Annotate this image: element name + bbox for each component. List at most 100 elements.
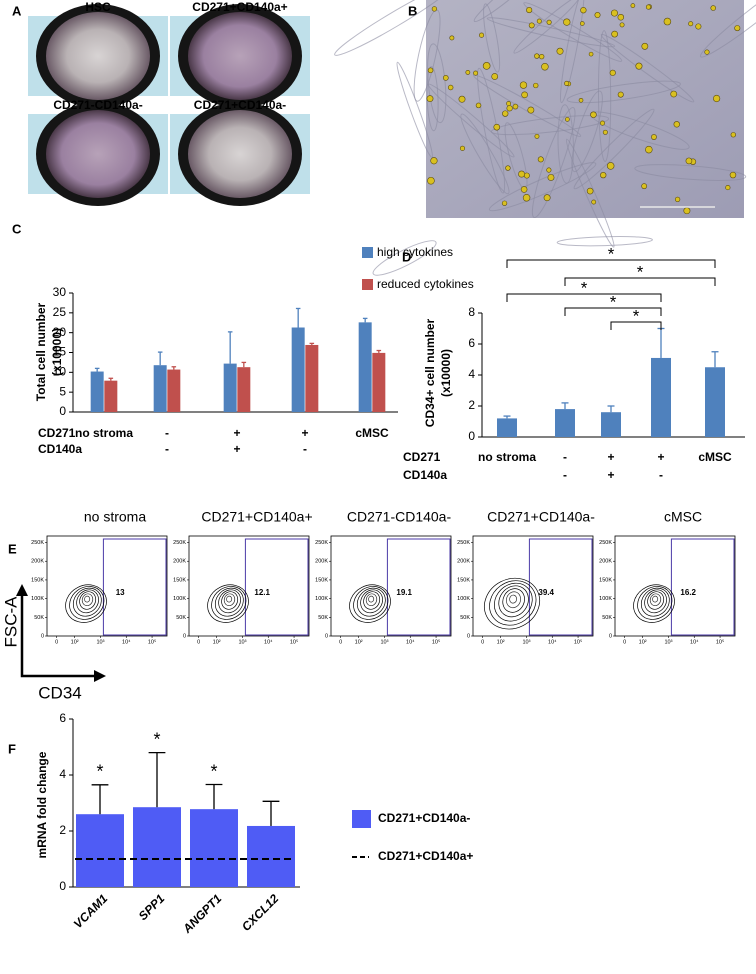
y-tick-label: 30: [53, 285, 67, 299]
cell-dot: [520, 186, 528, 193]
cell-body: [334, 0, 456, 56]
cell-dot: [651, 134, 657, 140]
y-tick-label: 200K: [173, 559, 186, 565]
y-axis-label: CD34+ cell number: [423, 318, 437, 427]
y-tick-label: 0: [325, 633, 328, 639]
row-label: CD140a: [403, 468, 447, 482]
x-tick-label: -: [563, 450, 567, 464]
contour: [81, 593, 94, 607]
y-axis-label: (x10000): [50, 328, 64, 376]
cell-body: [483, 3, 501, 73]
cell-dot: [501, 200, 508, 206]
x-tick-label: no stroma: [478, 450, 536, 464]
x-tick-label: 10⁵: [574, 638, 582, 645]
cell-dot: [617, 13, 625, 21]
gate-value: 16.2: [680, 588, 696, 597]
micrograph-well: [46, 110, 150, 198]
cell-dot: [519, 81, 528, 89]
micrograph-label: HSC: [85, 0, 111, 14]
panel-label: E: [8, 541, 17, 556]
cell-body: [600, 33, 695, 103]
x-tick-label: 10⁵: [290, 638, 298, 645]
cell-dot: [541, 63, 549, 71]
bar: [133, 807, 181, 887]
contour: [649, 593, 662, 607]
cell-dot: [528, 22, 535, 29]
cell-body: [488, 162, 597, 212]
y-tick-label: 200K: [599, 559, 612, 565]
y-tick-label: 250K: [173, 540, 186, 546]
x-tick-label: 10⁴: [122, 638, 131, 645]
legend-swatch: [352, 810, 371, 828]
cell-dot: [536, 18, 542, 24]
cell-body: [396, 61, 433, 158]
cell-body: [573, 108, 655, 190]
cell-dot: [431, 6, 438, 12]
y-axis-label: (x10000): [439, 349, 453, 397]
micrograph-well: [188, 12, 292, 100]
cell-dot: [526, 7, 533, 14]
y-tick-label: 50K: [34, 615, 44, 621]
gate-value: 12.1: [254, 588, 270, 597]
cell-body: [571, 90, 603, 173]
micrograph-label: CD271+CD140a-: [194, 98, 286, 112]
y-tick-label: 250K: [599, 540, 612, 546]
cell-dot: [447, 84, 454, 91]
cell-dot: [611, 30, 618, 38]
cell-dot: [734, 25, 741, 32]
contour: [484, 577, 540, 630]
x-tick-label: 0: [339, 639, 342, 645]
panel-label: D: [402, 249, 411, 264]
contour: [214, 587, 244, 617]
cell-dot: [695, 23, 702, 30]
y-tick-label: 250K: [315, 540, 328, 546]
axis-label: FSC-A: [1, 596, 20, 648]
significance-label: *: [210, 761, 217, 781]
x-tick-label: 10³: [380, 639, 388, 645]
cell-dot: [506, 105, 513, 112]
gate-value: 19.1: [396, 588, 412, 597]
contour: [633, 584, 675, 623]
cell-dot: [505, 165, 511, 171]
cell-dot: [729, 171, 737, 179]
plot-title: no stroma: [84, 509, 146, 525]
cell-dot: [543, 194, 551, 202]
cell-dot: [475, 102, 482, 109]
bar: [223, 363, 237, 412]
cell-dot: [512, 103, 519, 110]
cell-body: [557, 104, 574, 184]
contour: [218, 589, 241, 614]
error-bar: [157, 351, 163, 366]
x-tick-label: 0: [623, 639, 626, 645]
contour: [72, 587, 102, 617]
bar: [190, 809, 238, 887]
y-tick-label: 0: [59, 404, 66, 418]
contour: [647, 591, 665, 610]
y-tick-label: 150K: [599, 577, 612, 583]
x-tick-label: 10⁵: [716, 638, 724, 645]
cell-dot: [502, 110, 509, 117]
y-tick-label: 2: [59, 823, 66, 837]
cell-body: [531, 106, 576, 219]
y-tick-label: 200K: [457, 559, 470, 565]
cell-dot: [580, 21, 585, 26]
gate: [386, 538, 451, 636]
cell-dot: [586, 187, 594, 195]
x-tick-label: 10²: [497, 639, 505, 645]
cell-dot: [491, 73, 499, 80]
cell-body: [523, 2, 623, 62]
cell-dot: [534, 53, 540, 59]
cell-dot: [600, 120, 605, 126]
y-tick-label: 100K: [315, 596, 328, 602]
contour: [498, 585, 529, 618]
cell-body: [597, 30, 612, 162]
cell-dot: [449, 35, 455, 41]
y-tick-label: 200K: [31, 559, 44, 565]
cell-dot: [606, 162, 615, 170]
cell-dot: [704, 49, 710, 55]
gate-value: 13: [116, 588, 125, 597]
x-tick-label: 10³: [96, 639, 104, 645]
error-bar: [91, 784, 109, 815]
cell-dot: [588, 51, 594, 57]
y-tick-label: 100K: [457, 596, 470, 602]
